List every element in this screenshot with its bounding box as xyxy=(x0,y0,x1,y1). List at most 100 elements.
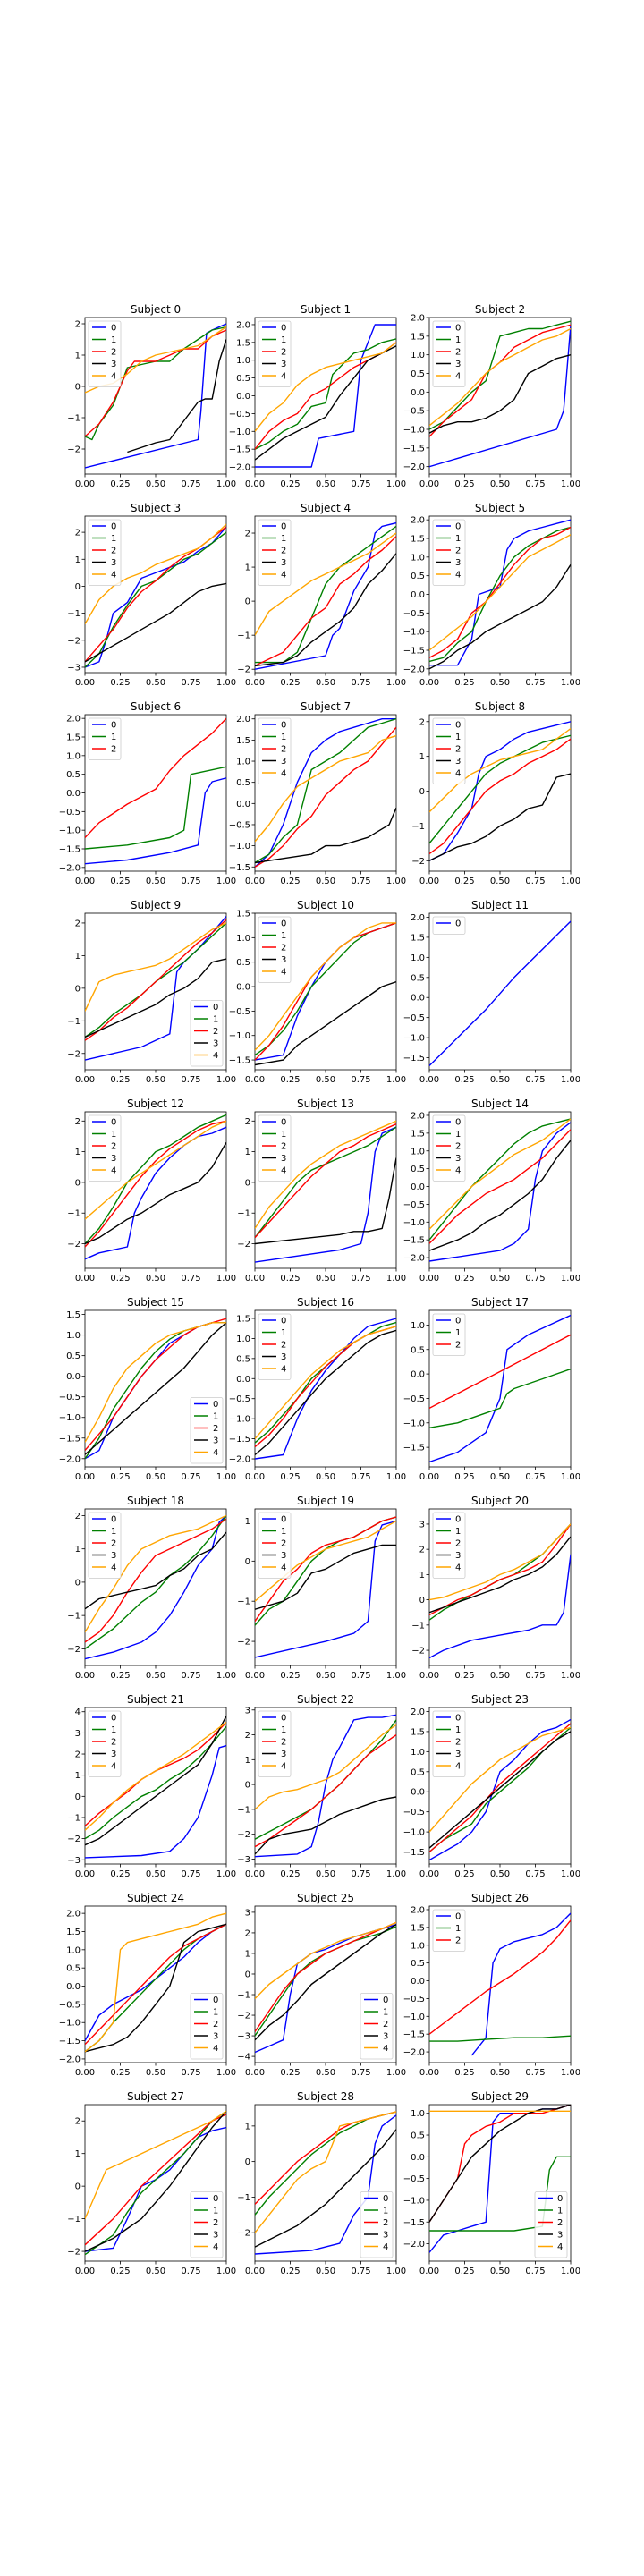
series-line-4 xyxy=(429,728,571,813)
legend-label: 1 xyxy=(383,2207,388,2216)
legend-box xyxy=(432,1512,466,1579)
legend-label: 0 xyxy=(281,1317,286,1326)
series-line-0 xyxy=(470,1912,571,2056)
y-tick-label: −1 xyxy=(411,822,425,832)
x-tick-label: 1.00 xyxy=(561,1671,580,1681)
x-tick-label: 0.00 xyxy=(75,678,95,688)
x-tick-label: 0.00 xyxy=(419,877,439,886)
y-tick-label: 0 xyxy=(75,984,80,994)
legend-label: 1 xyxy=(455,733,461,742)
legend-box xyxy=(258,519,292,586)
y-tick-label: 0 xyxy=(419,1596,425,1606)
legend-label: 0 xyxy=(383,1996,388,2005)
y-tick-label: −1.0 xyxy=(403,2196,425,2206)
x-tick-label: 0.25 xyxy=(110,1472,130,1482)
legend-label: 0 xyxy=(281,522,286,532)
legend-label: 0 xyxy=(111,1515,116,1525)
x-tick-label: 0.50 xyxy=(146,1075,165,1085)
series-line-1 xyxy=(85,766,226,850)
legend-label: 1 xyxy=(281,1328,286,1338)
legend-box xyxy=(88,1512,122,1579)
x-tick-label: 0.25 xyxy=(280,678,300,688)
x-tick-label: 0.75 xyxy=(181,2068,200,2078)
y-tick-label: 1.0 xyxy=(66,1945,80,1955)
subplot-subject-13: Subject 13 0.00 0.25 0.50 0.75 1.00 −2 −1 0 1 2 0 1 2… xyxy=(237,1097,406,1284)
series-line-1 xyxy=(429,734,571,844)
series-line-0 xyxy=(85,916,226,1061)
series-line-0 xyxy=(255,718,396,868)
legend-label: 3 xyxy=(383,2032,388,2042)
x-tick-label: 1.00 xyxy=(216,1472,236,1482)
subplot-subject-20: Subject 20 0.00 0.25 0.50 0.75 1.00 −2 −1 0 1 2 3 0 1… xyxy=(411,1495,580,1681)
y-tick-label: 0.0 xyxy=(66,789,80,799)
x-tick-label: 0.25 xyxy=(280,1075,300,1085)
x-tick-label: 0.25 xyxy=(110,2068,130,2078)
y-tick-label: 0.5 xyxy=(236,1354,250,1364)
y-tick-label: 1.0 xyxy=(411,2109,425,2119)
legend-label: 0 xyxy=(111,522,116,532)
subplot-subject-14: Subject 140.00 0.25 0.50 0.75 1.00−2.0−1.5−1… xyxy=(403,1097,580,1284)
legend-label: 2 xyxy=(455,1936,461,1946)
y-tick-label: 2 xyxy=(245,1117,250,1127)
x-tick-label: 0.75 xyxy=(525,877,545,886)
x-tick-label: 0.00 xyxy=(75,479,95,489)
y-tick-label: 1.5 xyxy=(236,910,250,919)
y-tick-label: 1 xyxy=(75,2149,80,2159)
series-line-2 xyxy=(255,1921,396,2032)
series-line-1 xyxy=(85,2110,226,2256)
y-tick-label: 2.0 xyxy=(411,913,425,923)
series-line-0 xyxy=(429,519,571,666)
y-tick-label: 0.0 xyxy=(411,388,425,398)
legend-label: 2 xyxy=(111,348,116,358)
y-tick-label: −1.5 xyxy=(229,1056,250,1066)
y-tick-label: 0 xyxy=(75,1578,80,1588)
series-line-4 xyxy=(255,1326,396,1440)
y-tick-label: 2 xyxy=(245,530,250,539)
x-tick-label: 0.00 xyxy=(245,1671,265,1681)
y-tick-label: 1.0 xyxy=(411,1147,425,1157)
x-tick-label: 0.75 xyxy=(181,678,200,688)
y-tick-label: −1 xyxy=(411,1621,425,1631)
y-tick-label: −1.0 xyxy=(229,1415,250,1425)
y-tick-label: −0.5 xyxy=(403,1808,425,1818)
series-line-3 xyxy=(255,1329,396,1456)
x-tick-label: 0.75 xyxy=(351,877,370,886)
x-tick-label: 0.00 xyxy=(245,1075,265,1085)
y-tick-label: 0.5 xyxy=(66,770,80,780)
y-tick-label: −1 xyxy=(67,1612,80,1622)
y-tick-label: 2.0 xyxy=(411,314,425,324)
x-tick-label: 0.75 xyxy=(181,877,200,886)
legend-label: 1 xyxy=(557,2207,563,2216)
x-tick-label: 0.00 xyxy=(75,2267,95,2276)
series-line-1 xyxy=(255,338,396,450)
legend-label: 4 xyxy=(111,372,116,382)
subplot-subject-26: Subject 260.00 0.25 0.50 0.75 1.00−2.0−1.5−1… xyxy=(403,1892,580,2078)
y-tick-label: 1 xyxy=(245,1949,250,1959)
x-tick-label: 0.75 xyxy=(525,2068,545,2078)
x-tick-label: 0.50 xyxy=(490,1671,510,1681)
legend-box xyxy=(432,717,466,784)
y-tick-label: 1.5 xyxy=(236,338,250,348)
subplot-subject-15: Subject 150.00 0.25 0.50 0.75 1.00−2.0−1.5−1… xyxy=(59,1296,236,1482)
series-line-3 xyxy=(255,2129,396,2248)
legend-label: 2 xyxy=(455,348,461,358)
legend-label: 2 xyxy=(281,1142,286,1152)
series-line-0 xyxy=(429,1554,571,1659)
subplot-subject-17: Subject 170.00 0.25 0.50 0.75 1.00−1.5−1.0−0… xyxy=(403,1296,580,1482)
series-line-1 xyxy=(429,2156,571,2232)
legend-label: 3 xyxy=(455,1551,461,1561)
x-tick-label: 1.00 xyxy=(386,1274,406,1284)
legend-label: 0 xyxy=(111,1118,116,1128)
x-tick-label: 1.00 xyxy=(216,479,236,489)
series-line-0 xyxy=(255,324,396,468)
x-tick-label: 0.75 xyxy=(351,2267,370,2276)
y-tick-label: 0.5 xyxy=(411,369,425,379)
y-tick-label: −0.5 xyxy=(403,1394,425,1404)
y-tick-label: 0.5 xyxy=(411,973,425,983)
